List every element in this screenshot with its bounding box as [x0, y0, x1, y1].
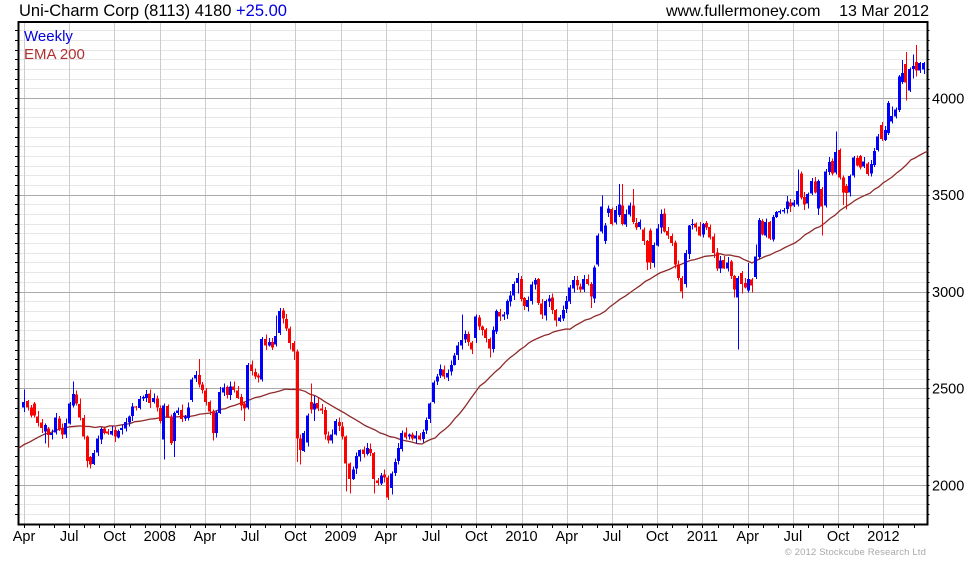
svg-text:Oct: Oct: [465, 529, 488, 545]
svg-text:www.fullermoney.com: www.fullermoney.com: [665, 3, 820, 20]
svg-text:13 Mar 2012: 13 Mar 2012: [839, 3, 929, 20]
svg-text:Weekly: Weekly: [24, 28, 73, 45]
svg-text:2012: 2012: [867, 529, 899, 545]
svg-text:Oct: Oct: [827, 529, 850, 545]
svg-text:Apr: Apr: [194, 529, 217, 545]
svg-text:© 2012 Stockcube Research Ltd: © 2012 Stockcube Research Ltd: [785, 547, 926, 558]
svg-text:Oct: Oct: [646, 529, 669, 545]
svg-text:2500: 2500: [932, 382, 964, 398]
svg-text:2000: 2000: [932, 478, 964, 494]
svg-text:3000: 3000: [932, 285, 964, 301]
svg-text:Uni-Charm Corp (8113) 4180 +25: Uni-Charm Corp (8113) 4180 +25.00: [19, 2, 287, 20]
svg-text:Jul: Jul: [422, 529, 441, 545]
svg-text:Jul: Jul: [60, 529, 79, 545]
svg-text:Apr: Apr: [13, 529, 36, 545]
svg-text:Jul: Jul: [241, 529, 260, 545]
svg-text:2011: 2011: [687, 529, 718, 545]
svg-text:4000: 4000: [932, 91, 964, 107]
svg-text:2010: 2010: [505, 529, 537, 545]
svg-text:Jul: Jul: [784, 529, 803, 545]
svg-text:3500: 3500: [932, 188, 964, 204]
svg-text:2008: 2008: [144, 529, 176, 545]
svg-text:Apr: Apr: [736, 529, 759, 545]
svg-text:Oct: Oct: [284, 529, 307, 545]
svg-text:Apr: Apr: [556, 529, 579, 545]
svg-text:2009: 2009: [324, 529, 356, 545]
svg-text:Oct: Oct: [103, 529, 126, 545]
svg-text:Jul: Jul: [603, 529, 622, 545]
svg-text:Apr: Apr: [375, 529, 398, 545]
svg-text:EMA 200: EMA 200: [24, 46, 85, 63]
